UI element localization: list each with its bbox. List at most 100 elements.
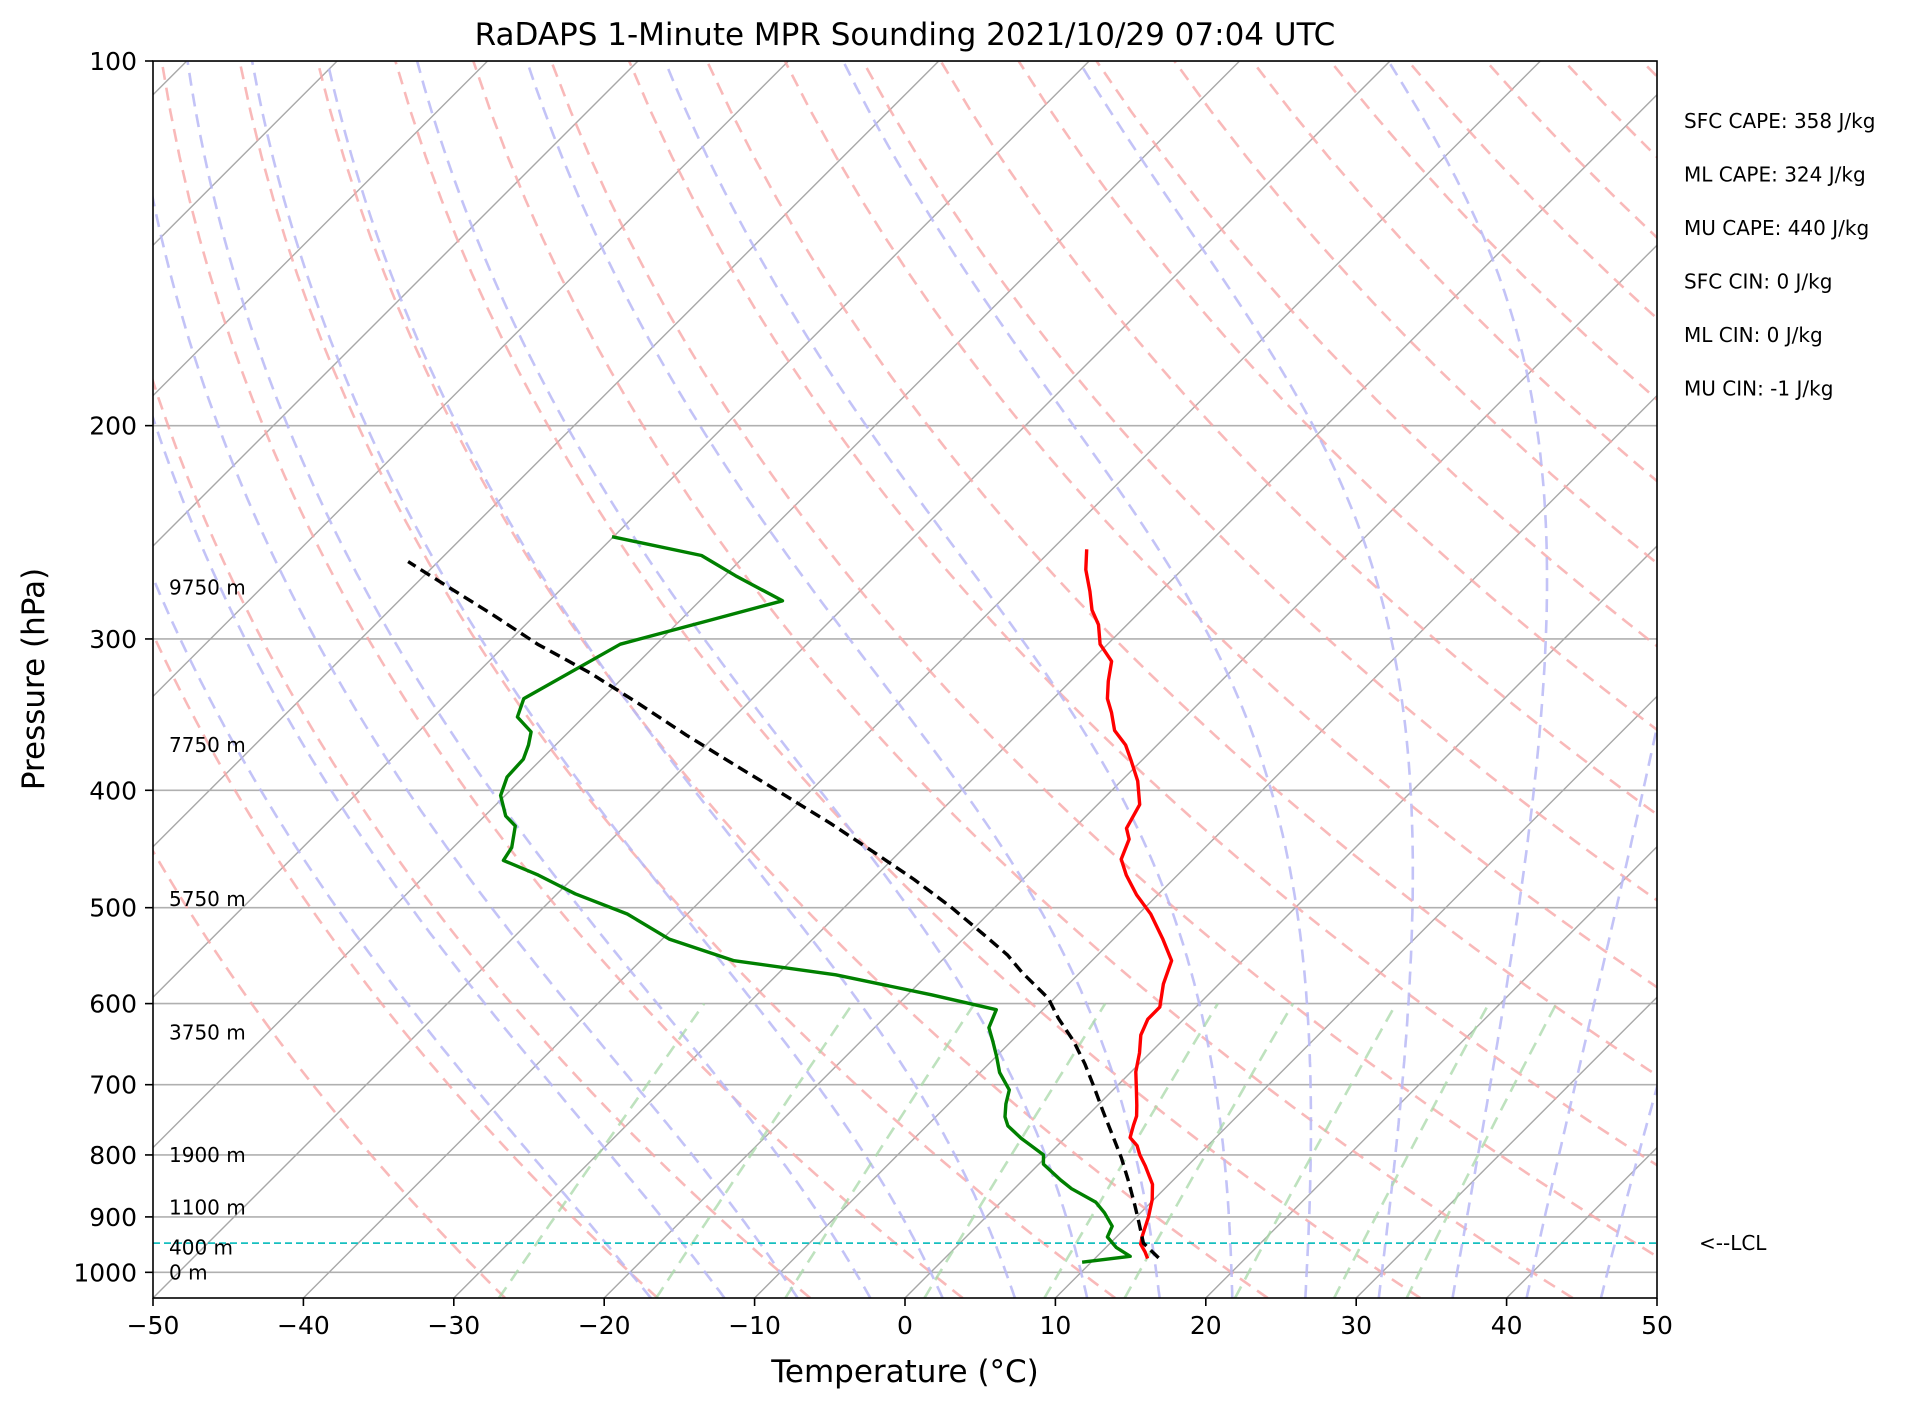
parcel-profile-line [407, 560, 1160, 1260]
y-tick-label: 100 [89, 47, 137, 76]
isotherm [603, 244, 1657, 1298]
height-label: 7750 m [169, 733, 246, 757]
moist-adiabat [250, 61, 944, 1298]
moist-adiabat [663, 61, 1234, 1298]
mixing-ratio-line [1333, 1002, 1490, 1298]
x-tick-label: 10 [1039, 1311, 1071, 1340]
x-tick-label: 20 [1190, 1311, 1222, 1340]
moist-adiabat [525, 61, 1161, 1298]
x-tick-label: 40 [1491, 1311, 1523, 1340]
stat-label: SFC CAPE: 358 J/kg [1684, 109, 1875, 133]
temperature-profile-line [1084, 549, 1174, 1260]
ticks-layer: −50 −40 −30 −20 −10 0 10 20 30 40 50 100 200 300 400 50… [73, 47, 1673, 1340]
dry-adiabat [1485, 61, 1657, 240]
dry-adiabat [1562, 61, 1657, 159]
isotherm [153, 61, 489, 397]
isotherm [1656, 1297, 1657, 1298]
mixing-ratio-line [1405, 1002, 1558, 1298]
moist-adiabat [1599, 1082, 1657, 1298]
stat-label: SFC CIN: 0 J/kg [1684, 270, 1832, 294]
isotherm [904, 545, 1657, 1298]
series-layer [153, 535, 1657, 1264]
moist-adiabat [186, 61, 872, 1298]
height-label: 0 m [169, 1260, 208, 1284]
dry-adiabat [160, 61, 964, 1298]
height-label: 3750 m [169, 1021, 246, 1045]
dry-adiabat [153, 631, 659, 1298]
x-tick-label: −50 [127, 1311, 180, 1340]
isotherm [302, 61, 1541, 1298]
moist-adiabat [153, 192, 799, 1298]
stat-label: ML CAPE: 324 J/kg [1684, 163, 1866, 187]
moist-adiabat [1077, 61, 1415, 1298]
dewpoint-profile-line [498, 535, 1132, 1264]
x-tick-label: −10 [728, 1311, 781, 1340]
background-lines [153, 61, 1911, 1298]
x-tick-label: 0 [897, 1311, 913, 1340]
chart-title: RaDAPS 1-Minute MPR Sounding 2021/10/29 … [475, 17, 1336, 53]
dry-adiabat [627, 61, 1657, 1167]
moist-adiabat [1525, 720, 1657, 1298]
mixing-ratio-line [784, 1002, 976, 1298]
moist-adiabat [153, 413, 726, 1298]
moist-adiabat [1387, 61, 1549, 1298]
isotherm [153, 61, 789, 698]
moist-adiabat [841, 61, 1313, 1298]
moist-adiabat [1676, 61, 1911, 1298]
mixing-ratio-line [923, 1002, 1107, 1298]
height-label: 5750 m [169, 887, 246, 911]
isotherm [153, 61, 639, 547]
isotherm [153, 61, 940, 848]
height-label: 400 m [169, 1236, 233, 1260]
dry-adiabat [1251, 61, 1657, 483]
mixing-ratio-line [1043, 1002, 1219, 1298]
dry-adiabat [316, 61, 1269, 1298]
moist-adiabat [153, 574, 652, 1298]
y-tick-label: 300 [89, 625, 137, 654]
x-tick-label: −40 [277, 1311, 330, 1340]
y-tick-label: 600 [89, 990, 137, 1019]
isotherm [1205, 845, 1657, 1298]
mixing-ratio-line [1233, 1002, 1398, 1298]
dry-adiabat [394, 61, 1421, 1298]
x-tick-label: 50 [1641, 1311, 1673, 1340]
dry-adiabat [1329, 61, 1657, 402]
moist-adiabat [415, 61, 1089, 1298]
dry-adiabat [238, 61, 1116, 1298]
mixing-ratio-line [1123, 1002, 1295, 1298]
dry-adiabat [472, 61, 1574, 1298]
height-label: 1100 m [169, 1195, 246, 1219]
stat-label: MU CAPE: 440 J/kg [1684, 216, 1869, 240]
dry-adiabat [1095, 61, 1657, 648]
y-tick-label: 500 [89, 894, 137, 923]
stat-label: ML CIN: 0 J/kg [1684, 323, 1823, 347]
isotherm [153, 61, 1241, 1149]
y-tick-label: 800 [89, 1141, 137, 1170]
dry-adiabat [549, 61, 1657, 1259]
dry-adiabat [783, 61, 1657, 989]
isotherm [453, 93, 1657, 1298]
dry-adiabat [153, 377, 812, 1298]
x-tick-label: −20 [578, 1311, 631, 1340]
isotherm [1506, 1146, 1657, 1298]
y-axis-label: Pressure (hPa) [16, 568, 52, 790]
x-tick-label: −30 [427, 1311, 480, 1340]
lcl-label: <--LCL [1699, 1231, 1767, 1255]
y-tick-label: 700 [89, 1071, 137, 1100]
stat-label: MU CIN: -1 J/kg [1684, 377, 1833, 401]
isotherm [153, 61, 1090, 999]
y-tick-label: 200 [89, 412, 137, 441]
height-label: 9750 m [169, 575, 246, 599]
dry-adiabat [861, 61, 1657, 902]
isotherm [754, 394, 1657, 1298]
isotherm [1355, 996, 1657, 1298]
x-axis-label: Temperature (°C) [770, 1354, 1039, 1390]
y-tick-label: 900 [89, 1203, 137, 1232]
y-tick-label: 1000 [73, 1258, 137, 1287]
labels-layer: 9750 m 7750 m 5750 m 3750 m 1900 m 1100 m 400 … [169, 109, 1875, 1284]
y-tick-label: 400 [89, 776, 137, 805]
dry-adiabat [939, 61, 1657, 817]
dry-adiabat [705, 61, 1657, 1078]
dry-adiabat [153, 848, 507, 1298]
